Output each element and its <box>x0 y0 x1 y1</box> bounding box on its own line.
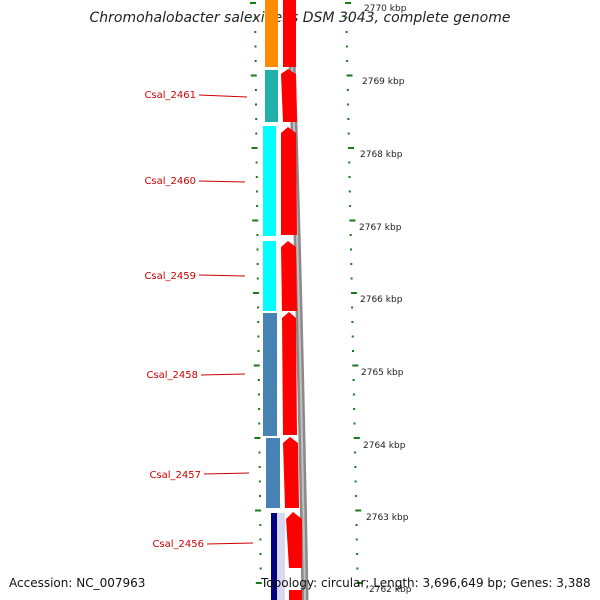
strand-arrow <box>286 512 302 568</box>
gene-label: Csal_2459 <box>144 271 196 282</box>
gene-label: Csal_2456 <box>152 539 204 550</box>
tick-marks-left <box>250 2 262 584</box>
gene-label: Csal_2461 <box>144 90 196 101</box>
gene-label: Csal_2457 <box>149 470 201 481</box>
genome-summary: Topology: circular; Length: 3,696,649 bp… <box>261 576 591 590</box>
gene-label: Csal_2458 <box>146 370 198 381</box>
kbp-label: 2767 kbp <box>359 223 402 233</box>
kbp-labels: 2770 kbp 2769 kbp 2768 kbp 2767 kbp 2766… <box>359 4 412 595</box>
label-leader <box>198 94 248 98</box>
strand-arrow <box>289 590 302 600</box>
gene-block <box>277 513 285 600</box>
kbp-label: 2764 kbp <box>363 441 406 451</box>
label-leader <box>198 180 246 183</box>
gene-block <box>266 438 280 508</box>
strand-arrow <box>281 241 297 311</box>
gene-blocks <box>263 0 285 600</box>
kbp-label: 2763 kbp <box>366 513 409 523</box>
kbp-label: 2770 kbp <box>364 4 407 14</box>
gene-block <box>265 0 278 67</box>
label-leader <box>206 542 254 545</box>
gene-label: Csal_2460 <box>144 176 196 187</box>
gene-labels: Csal_2461 Csal_2460 Csal_2459 Csal_2458 … <box>144 90 254 550</box>
strand-arrow <box>281 127 297 235</box>
kbp-label: 2768 kbp <box>360 150 403 160</box>
kbp-label: 2766 kbp <box>360 295 403 305</box>
strand-arrow <box>283 437 299 508</box>
forward-strand <box>281 0 302 600</box>
kbp-label: 2765 kbp <box>361 368 404 378</box>
accession-text: Accession: NC_007963 <box>9 576 146 590</box>
label-leader <box>203 472 250 475</box>
gene-block <box>263 313 277 436</box>
label-leader <box>200 373 246 376</box>
gene-block <box>271 513 277 600</box>
tick-marks-right <box>345 2 363 584</box>
strand-arrow <box>281 69 297 122</box>
gene-block <box>263 241 276 311</box>
strand-arrow <box>283 0 296 67</box>
kbp-label: 2762 kbp <box>369 585 412 595</box>
strand-arrow <box>282 312 297 435</box>
map-title: Chromohalobacter salexigens DSM 3043, co… <box>89 10 511 26</box>
gene-block <box>263 126 276 236</box>
kbp-label: 2769 kbp <box>362 77 405 87</box>
label-leader <box>198 274 246 277</box>
gene-block <box>265 70 278 122</box>
